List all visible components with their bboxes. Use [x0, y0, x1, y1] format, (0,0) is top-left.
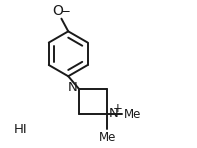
Text: Me: Me [98, 131, 116, 144]
Text: +: + [112, 102, 122, 115]
Text: N: N [68, 81, 77, 94]
Text: HI: HI [14, 123, 27, 136]
Text: −: − [61, 5, 71, 18]
Text: N: N [109, 107, 119, 120]
Text: Me: Me [124, 108, 142, 121]
Text: O: O [52, 4, 63, 18]
